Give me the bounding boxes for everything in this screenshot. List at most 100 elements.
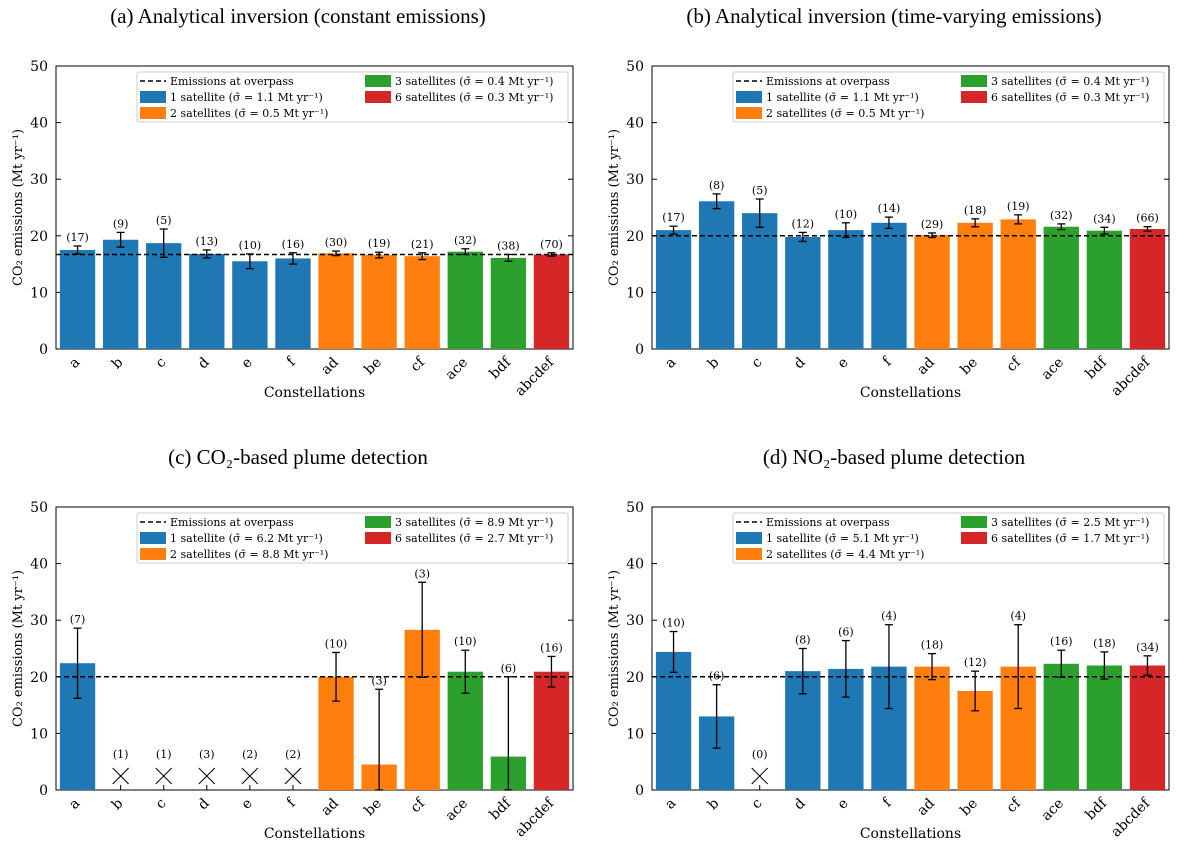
bar bbox=[785, 236, 821, 349]
x-tick-label: ad bbox=[318, 354, 342, 378]
x-tick-label: a bbox=[662, 355, 679, 372]
y-tick-label: 20 bbox=[626, 670, 644, 686]
count-label: (4) bbox=[1010, 610, 1026, 623]
count-label: (6) bbox=[501, 662, 517, 675]
legend-label: Emissions at overpass bbox=[766, 516, 890, 529]
legend-swatch bbox=[736, 91, 762, 103]
x-tick-label: a bbox=[66, 796, 83, 813]
x-tick-label: bdf bbox=[1083, 353, 1112, 382]
y-tick-label: 10 bbox=[626, 285, 644, 301]
count-label: (34) bbox=[1093, 212, 1116, 225]
count-label: (32) bbox=[1050, 209, 1073, 222]
bar bbox=[404, 256, 440, 349]
chart-d: 0 10 20 30 40 50 CO₂ emissions (Mt yr⁻¹) Conste… bbox=[607, 500, 1170, 842]
bar bbox=[828, 230, 864, 349]
bar bbox=[490, 257, 527, 349]
legend-swatch bbox=[365, 516, 391, 528]
legend-swatch bbox=[961, 516, 987, 528]
y-tick-label: 40 bbox=[30, 116, 48, 132]
bar bbox=[1086, 230, 1123, 349]
x-tick-label: d bbox=[791, 354, 809, 372]
bar bbox=[447, 251, 483, 349]
x-tick-label: ad bbox=[914, 795, 938, 819]
count-label: (34) bbox=[1136, 641, 1159, 654]
x-tick-label: abcdef bbox=[512, 794, 558, 840]
y-tick-label: 30 bbox=[30, 172, 48, 188]
count-label: (38) bbox=[497, 239, 520, 252]
count-label: (10) bbox=[454, 635, 477, 648]
count-label: (10) bbox=[325, 637, 348, 650]
y-axis-label: CO₂ emissions (Mt yr⁻¹) bbox=[607, 570, 622, 727]
count-label: (29) bbox=[921, 218, 944, 231]
chart-a: 0 10 20 30 40 50 CO₂ emissions (Mt yr⁻¹) Conste… bbox=[11, 59, 574, 401]
x-tick-label: d bbox=[195, 795, 213, 813]
panel-d: (d) NO₂-based plume detection 0 10 20 30 40 5… bbox=[596, 441, 1192, 863]
x-axis-label: Constellations bbox=[860, 385, 961, 401]
bar bbox=[871, 222, 907, 349]
panel-a: (a) Analytical inversion (constant emiss… bbox=[0, 0, 596, 422]
y-tick-label: 10 bbox=[30, 726, 48, 742]
count-label: (1) bbox=[113, 748, 129, 761]
bar bbox=[698, 201, 735, 349]
legend-label: 3 satellites (σ̄ = 0.4 Mt yr⁻¹) bbox=[991, 75, 1149, 88]
count-label: (12) bbox=[791, 217, 814, 230]
legend-label: 1 satellite (σ̄ = 1.1 Mt yr⁻¹) bbox=[766, 91, 919, 104]
y-tick-label: 30 bbox=[30, 613, 48, 629]
legend-label: 2 satellites (σ̄ = 8.8 Mt yr⁻¹) bbox=[170, 548, 328, 561]
legend-label: 6 satellites (σ̄ = 1.7 Mt yr⁻¹) bbox=[991, 532, 1149, 545]
legend-label: 2 satellites (σ̄ = 4.4 Mt yr⁻¹) bbox=[766, 548, 924, 561]
count-label: (17) bbox=[66, 231, 89, 244]
legend-label: 1 satellite (σ̄ = 5.1 Mt yr⁻¹) bbox=[766, 532, 919, 545]
bar bbox=[655, 230, 692, 349]
y-tick-label: 50 bbox=[626, 500, 644, 516]
x-tick-label: abcdef bbox=[1108, 353, 1154, 399]
bar bbox=[1086, 665, 1123, 790]
legend-label: 6 satellites (σ̄ = 0.3 Mt yr⁻¹) bbox=[395, 91, 553, 104]
y-tick-label: 10 bbox=[30, 285, 48, 301]
count-label: (2) bbox=[285, 748, 301, 761]
missing-marker bbox=[112, 767, 129, 785]
y-tick-label: 0 bbox=[635, 342, 644, 358]
bar bbox=[1043, 663, 1079, 790]
count-label: (8) bbox=[795, 634, 811, 647]
y-tick-label: 50 bbox=[626, 59, 644, 75]
panel-title: (a) Analytical inversion (constant emiss… bbox=[110, 4, 486, 28]
x-tick-label: c bbox=[153, 795, 170, 812]
x-tick-label: f bbox=[284, 794, 300, 810]
y-tick-label: 0 bbox=[39, 342, 48, 358]
legend-label: 3 satellites (σ̄ = 0.4 Mt yr⁻¹) bbox=[395, 75, 553, 88]
legend-frame bbox=[732, 512, 1165, 564]
legend: Emissions at overpass 1 satellite (σ̄ = 1… bbox=[136, 71, 569, 123]
x-axis-label: Constellations bbox=[860, 826, 961, 842]
x-tick-label: be bbox=[361, 796, 385, 820]
y-tick-label: 20 bbox=[30, 229, 48, 245]
x-tick-label: ace bbox=[1038, 796, 1067, 825]
x-tick-label: cf bbox=[408, 353, 430, 375]
x-tick-label: f bbox=[284, 353, 300, 369]
y-axis-label: CO₂ emissions (Mt yr⁻¹) bbox=[11, 129, 26, 286]
x-tick-label: be bbox=[957, 355, 981, 379]
legend-label: 1 satellite (σ̄ = 6.2 Mt yr⁻¹) bbox=[170, 532, 323, 545]
panel-title: (c) CO₂-based plume detection bbox=[168, 445, 428, 469]
x-tick-label: a bbox=[66, 355, 83, 372]
bar bbox=[1129, 665, 1166, 790]
legend-label: 6 satellites (σ̄ = 2.7 Mt yr⁻¹) bbox=[395, 532, 553, 545]
y-tick-label: 50 bbox=[30, 59, 48, 75]
x-tick-label: ace bbox=[442, 355, 471, 384]
legend-label: 3 satellites (σ̄ = 8.9 Mt yr⁻¹) bbox=[395, 516, 553, 529]
x-tick-label: ace bbox=[442, 796, 471, 825]
x-tick-label: c bbox=[749, 795, 766, 812]
bar bbox=[742, 213, 778, 349]
legend-swatch bbox=[961, 91, 987, 103]
x-tick-label: bdf bbox=[487, 794, 516, 823]
x-tick-label: ad bbox=[318, 795, 342, 819]
chart-b: 0 10 20 30 40 50 CO₂ emissions (Mt yr⁻¹) Conste… bbox=[607, 59, 1170, 401]
count-label: (16) bbox=[1050, 635, 1073, 648]
panel-c: (c) CO₂-based plume detection 0 10 20 30 40 5… bbox=[0, 441, 596, 863]
legend-frame bbox=[136, 71, 569, 123]
legend-swatch bbox=[961, 75, 987, 87]
y-tick-label: 0 bbox=[39, 783, 48, 799]
legend-swatch bbox=[365, 91, 391, 103]
x-tick-label: e bbox=[239, 796, 256, 813]
legend: Emissions at overpass 1 satellite (σ̄ = 5… bbox=[732, 512, 1165, 564]
